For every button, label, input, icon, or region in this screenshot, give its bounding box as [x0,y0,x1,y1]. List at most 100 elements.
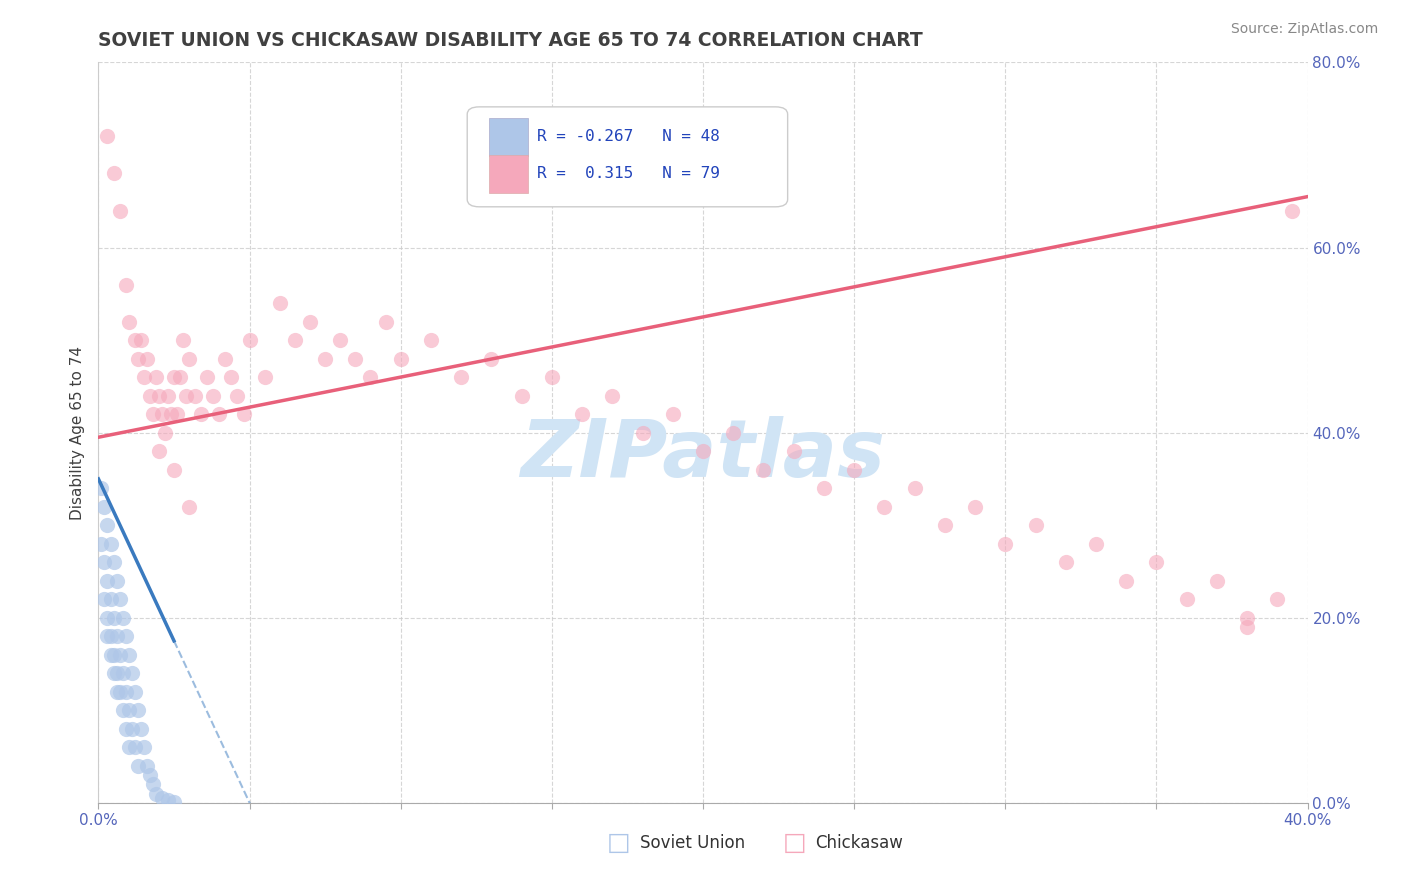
Point [124,685,146,699]
Text: □: □ [607,831,630,855]
Point [965,500,987,514]
Point [127,758,149,772]
Point [344,351,367,366]
Point [934,518,956,533]
Point [190,407,212,421]
Point [299,314,322,328]
Text: Chickasaw: Chickasaw [815,834,903,852]
FancyBboxPatch shape [489,118,527,156]
Point [904,481,927,495]
Point [1281,203,1303,218]
Point [100,629,122,643]
Point [148,444,170,458]
Point [253,370,276,384]
Point [202,388,225,402]
Point [139,768,162,782]
Point [153,425,176,440]
Point [105,666,128,681]
Point [121,666,143,681]
Text: ZIPatlas: ZIPatlas [520,416,886,494]
Point [100,536,122,550]
Point [1024,518,1046,533]
Point [226,388,249,402]
Point [172,333,194,347]
Point [571,407,593,421]
Point [114,685,136,699]
Point [1236,610,1258,624]
Point [631,425,654,440]
Point [114,722,136,736]
Point [118,740,141,755]
Point [111,610,134,624]
Point [105,629,128,643]
Point [214,351,236,366]
Point [96,610,118,624]
Point [150,791,173,805]
Point [90,18,112,32]
Point [232,407,254,421]
Point [1054,555,1077,569]
Point [93,592,115,607]
Point [108,592,131,607]
Point [108,648,131,662]
Point [1085,536,1108,550]
Text: Source: ZipAtlas.com: Source: ZipAtlas.com [1230,22,1378,37]
Point [142,407,165,421]
Point [179,351,201,366]
Point [239,333,262,347]
Point [752,462,775,476]
Point [156,388,179,402]
Point [1267,592,1289,607]
Point [1115,574,1137,588]
Point [90,536,112,550]
Point [156,793,179,807]
Point [135,351,157,366]
Point [93,555,115,569]
Point [314,351,336,366]
Point [374,314,396,328]
Point [93,500,115,514]
Point [118,703,141,717]
Point [163,370,186,384]
Point [783,444,806,458]
Point [121,722,143,736]
Point [540,370,562,384]
Text: R = -0.267   N = 48: R = -0.267 N = 48 [537,129,720,144]
Point [132,740,155,755]
Point [1206,574,1229,588]
Text: SOVIET UNION VS CHICKASAW DISABILITY AGE 65 TO 74 CORRELATION CHART: SOVIET UNION VS CHICKASAW DISABILITY AGE… [98,30,924,50]
Point [420,333,443,347]
Point [108,203,131,218]
Point [118,314,141,328]
Point [124,333,146,347]
Point [692,444,714,458]
Point [169,370,191,384]
Point [103,648,125,662]
Point [132,370,155,384]
Point [269,296,291,310]
Point [135,758,157,772]
Point [111,703,134,717]
Point [96,629,118,643]
Point [103,666,125,681]
Text: □: □ [783,831,806,855]
Point [105,574,128,588]
Point [174,388,197,402]
Point [148,388,170,402]
Point [114,277,136,292]
Point [96,129,118,144]
Point [127,703,149,717]
FancyBboxPatch shape [467,107,787,207]
Point [129,333,152,347]
Y-axis label: Disability Age 65 to 74: Disability Age 65 to 74 [69,345,84,520]
Point [111,666,134,681]
Point [129,722,152,736]
Point [114,629,136,643]
Point [145,370,167,384]
Point [329,333,352,347]
Point [103,166,125,180]
Point [844,462,866,476]
Point [96,518,118,533]
Point [184,388,207,402]
Point [1236,620,1258,634]
